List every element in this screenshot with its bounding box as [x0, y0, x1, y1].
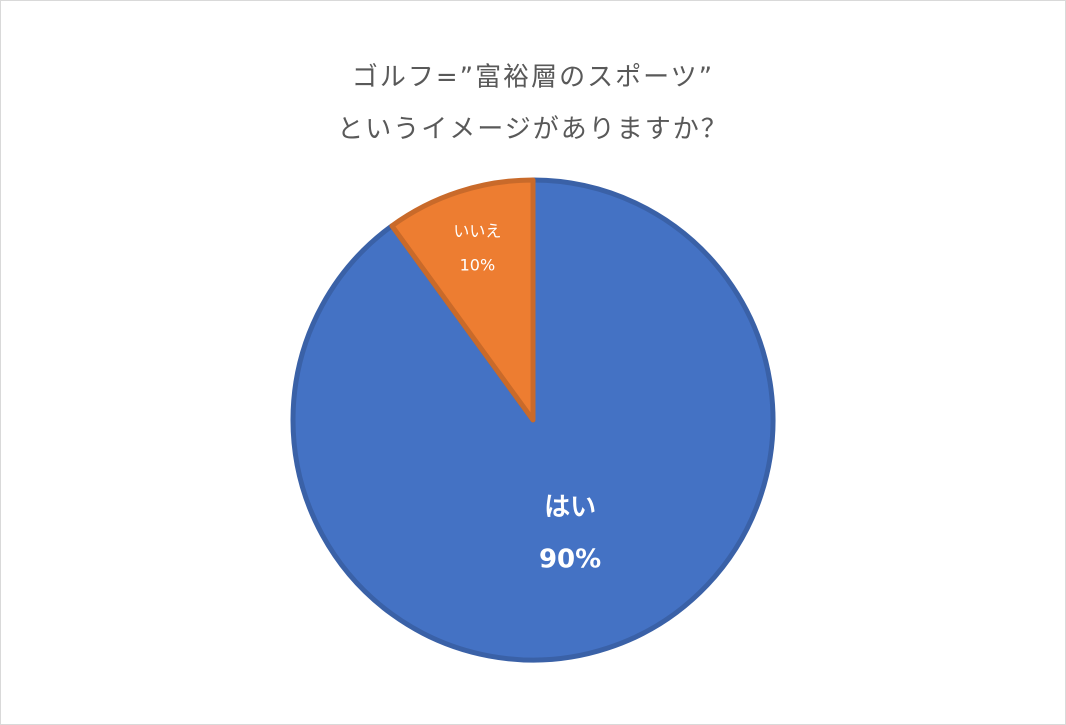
chart-title: ゴルフ=”富裕層のスポーツ”: [352, 63, 714, 93]
slice-label: はい: [544, 493, 596, 523]
slice-value-label: 90%: [539, 545, 601, 575]
slice-value-label: 10%: [460, 255, 496, 274]
pie-slice: [389, 177, 536, 423]
slice-label: いいえ: [453, 221, 501, 240]
chart-title: というイメージがありますか？: [337, 115, 728, 145]
